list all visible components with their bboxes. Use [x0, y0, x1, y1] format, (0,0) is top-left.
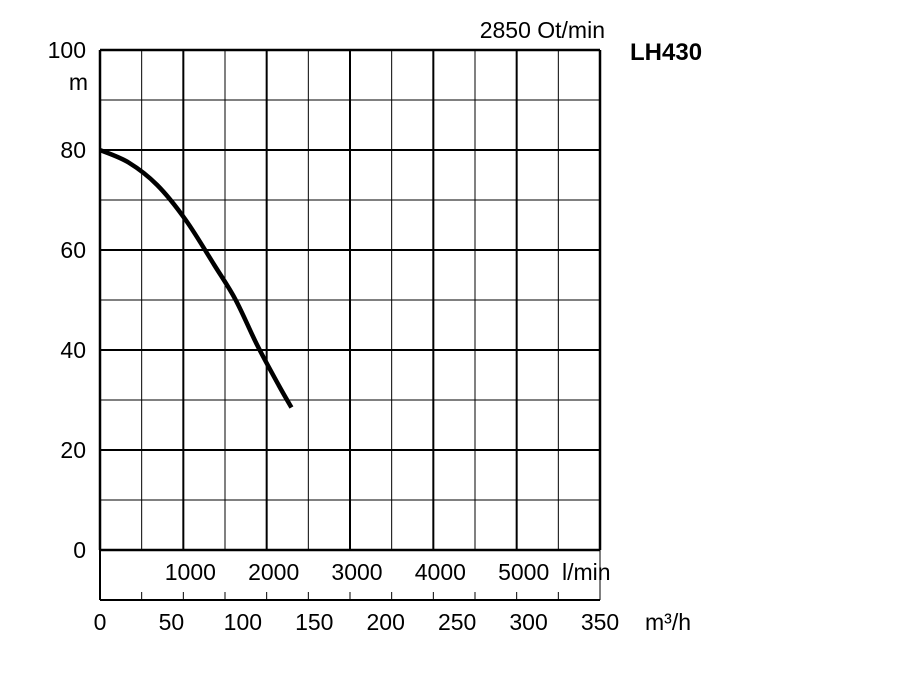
- x-axis-unit-m3h: m³/h: [645, 609, 691, 635]
- x-tick-label-m3h: 300: [509, 609, 547, 635]
- x-tick-labels-m3h: 0 50 100 150 200 250 300 350: [94, 609, 620, 635]
- y-tick-labels: 100 80 60 40 20 0: [48, 37, 86, 563]
- y-tick-label: 20: [60, 437, 86, 463]
- pump-curve: [99, 147, 294, 409]
- grid: [98, 48, 602, 601]
- x-axis-unit-lmin: l/min: [562, 559, 611, 585]
- x-tick-label-m3h: 0: [94, 609, 107, 635]
- model-label: LH430: [630, 39, 702, 66]
- y-tick-label: 40: [60, 337, 86, 363]
- x-tick-label-m3h: 150: [295, 609, 333, 635]
- x-tick-label-m3h: 250: [438, 609, 476, 635]
- x-tick-label-lmin: 2000: [248, 559, 299, 585]
- x-tick-label-lmin: 4000: [415, 559, 466, 585]
- x-tick-label-lmin: 5000: [498, 559, 549, 585]
- speed-label: 2850 Ot/min: [480, 17, 605, 43]
- x-tick-labels-lmin: 1000 2000 3000 4000 5000: [165, 559, 550, 585]
- y-axis-unit: m: [69, 69, 88, 95]
- x-tick-label-m3h: 50: [159, 609, 185, 635]
- y-tick-label: 0: [73, 537, 86, 563]
- y-tick-label: 100: [48, 37, 86, 63]
- x-tick-label-lmin: 1000: [165, 559, 216, 585]
- x-tick-label-lmin: 3000: [331, 559, 382, 585]
- curve-layer: [99, 147, 294, 409]
- x-tick-label-m3h: 100: [224, 609, 262, 635]
- y-tick-label: 60: [60, 237, 86, 263]
- x-tick-label-m3h: 200: [367, 609, 405, 635]
- x-tick-label-m3h: 350: [581, 609, 619, 635]
- y-tick-label: 80: [60, 137, 86, 163]
